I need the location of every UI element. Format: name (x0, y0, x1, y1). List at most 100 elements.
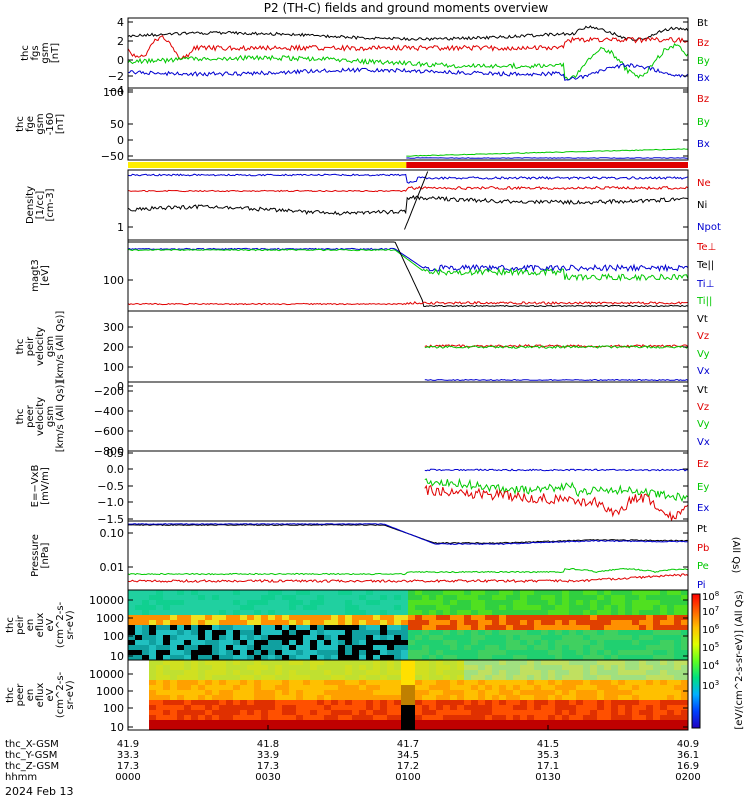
spectrogram-cell (331, 620, 339, 626)
spectrogram-cell (205, 620, 213, 626)
spectrogram-cell (681, 590, 688, 596)
spectrogram-cell (611, 675, 619, 681)
spectrogram-cell (331, 665, 339, 671)
spectrogram-cell (604, 675, 612, 681)
spectrogram-cell (226, 620, 234, 626)
spectrogram-cell (583, 665, 591, 671)
spectrogram-cell (548, 595, 556, 601)
xaxis-row-label: thc_Y-GSM (5, 750, 57, 761)
spectrogram-cell (464, 600, 472, 606)
spectrogram-cell (212, 650, 220, 656)
spectrogram-cell (240, 660, 248, 666)
spectrogram-cell (555, 610, 563, 616)
spectrogram-cell (394, 705, 402, 711)
spectrogram-cell (303, 690, 311, 696)
spectrogram-cell (359, 685, 367, 691)
spectrogram-cell (569, 690, 577, 696)
spectrogram-cell (142, 720, 150, 726)
spectrogram-cell (604, 605, 612, 611)
spectrogram-cell (674, 695, 682, 701)
spectrogram-cell (345, 610, 353, 616)
spectrogram-cell (394, 660, 402, 666)
spectrogram-cell (534, 610, 542, 616)
spectrogram-cell (632, 595, 640, 601)
spectrogram-cell (373, 720, 381, 726)
spectrogram-cell (184, 645, 192, 651)
spectrogram-cell (247, 645, 255, 651)
spectrogram-cell (198, 670, 206, 676)
spectrogram-cell (149, 625, 157, 631)
spectrogram-cell (422, 720, 430, 726)
spectrogram-cell (611, 695, 619, 701)
spectrogram-cell (142, 725, 150, 730)
spectrogram-cell (387, 690, 395, 696)
spectrogram-cell (429, 695, 437, 701)
spectrogram-cell (646, 600, 654, 606)
spectrogram-cell (352, 620, 360, 626)
spectrogram-cell (247, 700, 255, 706)
spectrogram-cell (156, 710, 164, 716)
spectrogram-cell (177, 660, 185, 666)
spectrogram-cell (625, 690, 633, 696)
spectrogram-cell (317, 600, 325, 606)
spectrogram-cell (555, 710, 563, 716)
spectrogram-cell (331, 670, 339, 676)
spectrogram-cell (191, 680, 199, 686)
spectrogram-cell (156, 645, 164, 651)
spectrogram-cell (240, 720, 248, 726)
spectrogram-cell (618, 595, 626, 601)
spectrogram-cell (352, 610, 360, 616)
spectrogram-cell (324, 605, 332, 611)
colorbar-label: [eV/(cm^2-s-sr-eV)] (All Qs) (734, 590, 745, 729)
spectrogram-cell (562, 695, 570, 701)
tick-label: 100 (103, 361, 124, 374)
spectrogram-cell (499, 605, 507, 611)
spectrogram-cell (415, 590, 423, 596)
spectrogram-cell (450, 725, 458, 730)
spectrogram-cell (373, 690, 381, 696)
spectrogram-cell (359, 660, 367, 666)
spectrogram-cell (296, 675, 304, 681)
spectrogram-cell (177, 615, 185, 621)
spectrogram-cell (415, 705, 423, 711)
spectrogram-cell (240, 690, 248, 696)
spectrogram-cell (380, 705, 388, 711)
spectrogram-cell (401, 605, 409, 611)
spectrogram-cell (254, 595, 262, 601)
spectrogram-cell (625, 660, 633, 666)
spectrogram-cell (660, 645, 668, 651)
spectrogram-cell (177, 655, 185, 660)
spectrogram-cell (352, 715, 360, 721)
spectrogram-cell (639, 620, 647, 626)
spectrogram-cell (590, 665, 598, 671)
spectrogram-cell (569, 610, 577, 616)
spectrogram-cell (170, 725, 178, 730)
spectrogram-cell (436, 655, 444, 660)
spectrogram-cell (352, 675, 360, 681)
spectrogram-cell (660, 680, 668, 686)
spectrogram-cell (184, 665, 192, 671)
spectrogram-cell (387, 640, 395, 646)
spectrogram-cell (380, 725, 388, 730)
spectrogram-cell (492, 620, 500, 626)
spectrogram-cell (660, 705, 668, 711)
spectrogram-cell (660, 700, 668, 706)
spectrogram-cell (359, 710, 367, 716)
spectrogram-cell (653, 655, 661, 660)
spectrogram-cell (506, 715, 514, 721)
series-Ex (424, 468, 688, 472)
spectrogram-cell (170, 630, 178, 636)
spectrogram-cell (135, 670, 143, 676)
spectrogram-cell (352, 650, 360, 656)
spectrogram-cell (429, 645, 437, 651)
spectrogram-cell (268, 675, 276, 681)
spectrogram-cell (485, 715, 493, 721)
ylabel-line: [mV/m] (40, 467, 51, 505)
spectrogram-cell (450, 630, 458, 636)
spectrogram-cell (212, 630, 220, 636)
xaxis-value: 33.9 (257, 750, 279, 761)
spectrogram-cell (527, 680, 535, 686)
spectrogram-cell (541, 590, 549, 596)
spectrogram-cell (282, 655, 290, 660)
spectrogram-cell (618, 710, 626, 716)
